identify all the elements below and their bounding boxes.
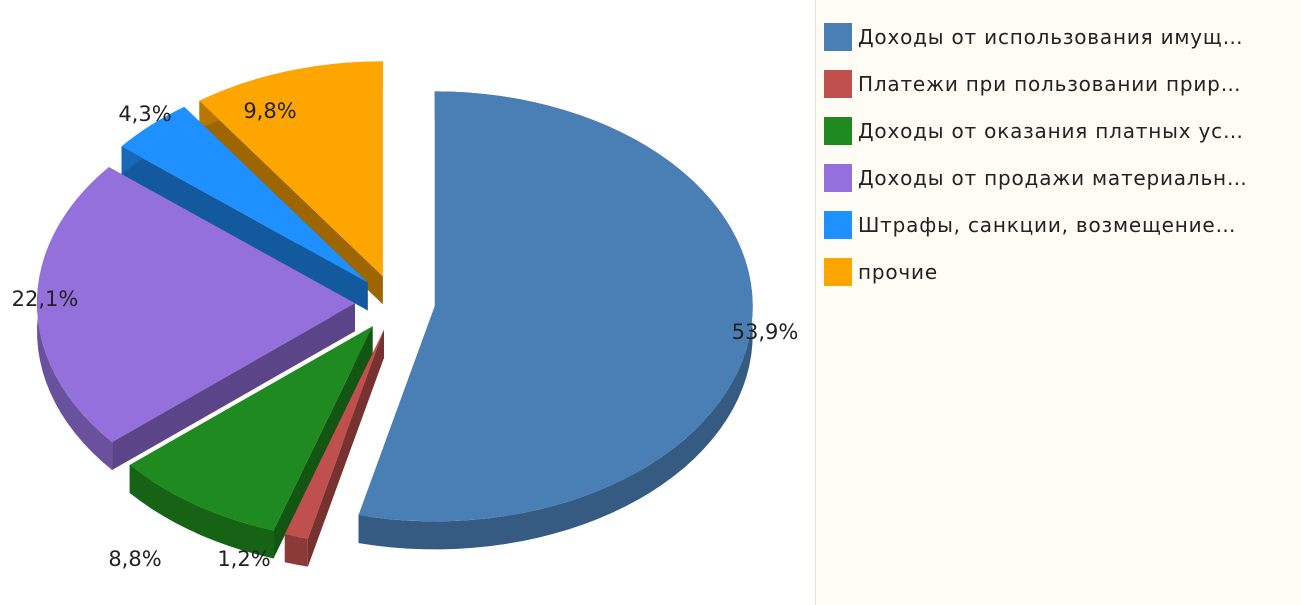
legend-swatch-2 (824, 117, 852, 145)
pct-label-0: 53,9% (732, 320, 799, 344)
legend-label-5: прочие (858, 260, 938, 284)
legend-label-2: Доходы от оказания платных ус… (858, 119, 1244, 143)
pct-label-3: 22,1% (12, 287, 79, 311)
pct-label-4: 4,3% (118, 102, 171, 126)
legend-item-1: Платежи при пользовании прир… (816, 65, 1301, 103)
pie-slice-3 (37, 167, 356, 470)
legend-item-3: Доходы от продажи материальн… (816, 159, 1301, 197)
legend-item-5: прочие (816, 253, 1301, 291)
legend-swatch-3 (824, 164, 852, 192)
pie-chart-area: 53,9% 1,2% 8,8% 22,1% 4,3% 9,8% (12, 61, 799, 571)
pct-label-1: 1,2% (217, 547, 270, 571)
legend-label-3: Доходы от продажи материальн… (858, 166, 1248, 190)
legend-swatch-0 (824, 23, 852, 51)
pct-label-5: 9,8% (243, 99, 296, 123)
legend-label-1: Платежи при пользовании прир… (858, 72, 1242, 96)
legend-label-4: Штрафы, санкции, возмещение… (858, 213, 1237, 237)
legend: Доходы от использования имущ… Платежи при… (815, 0, 1301, 605)
pct-label-2: 8,8% (108, 547, 161, 571)
legend-swatch-4 (824, 211, 852, 239)
legend-swatch-5 (824, 258, 852, 286)
pie-chart: 53,9% 1,2% 8,8% 22,1% 4,3% 9,8% (12, 61, 799, 571)
pie-slice-0 (358, 91, 753, 550)
legend-item-0: Доходы от использования имущ… (816, 18, 1301, 56)
legend-item-2: Доходы от оказания платных ус… (816, 112, 1301, 150)
legend-swatch-1 (824, 70, 852, 98)
legend-item-4: Штрафы, санкции, возмещение… (816, 206, 1301, 244)
legend-label-0: Доходы от использования имущ… (858, 25, 1244, 49)
pie-slice-1 (284, 329, 384, 567)
pie-slice-4 (121, 106, 368, 311)
pie-slice-2 (129, 326, 373, 559)
